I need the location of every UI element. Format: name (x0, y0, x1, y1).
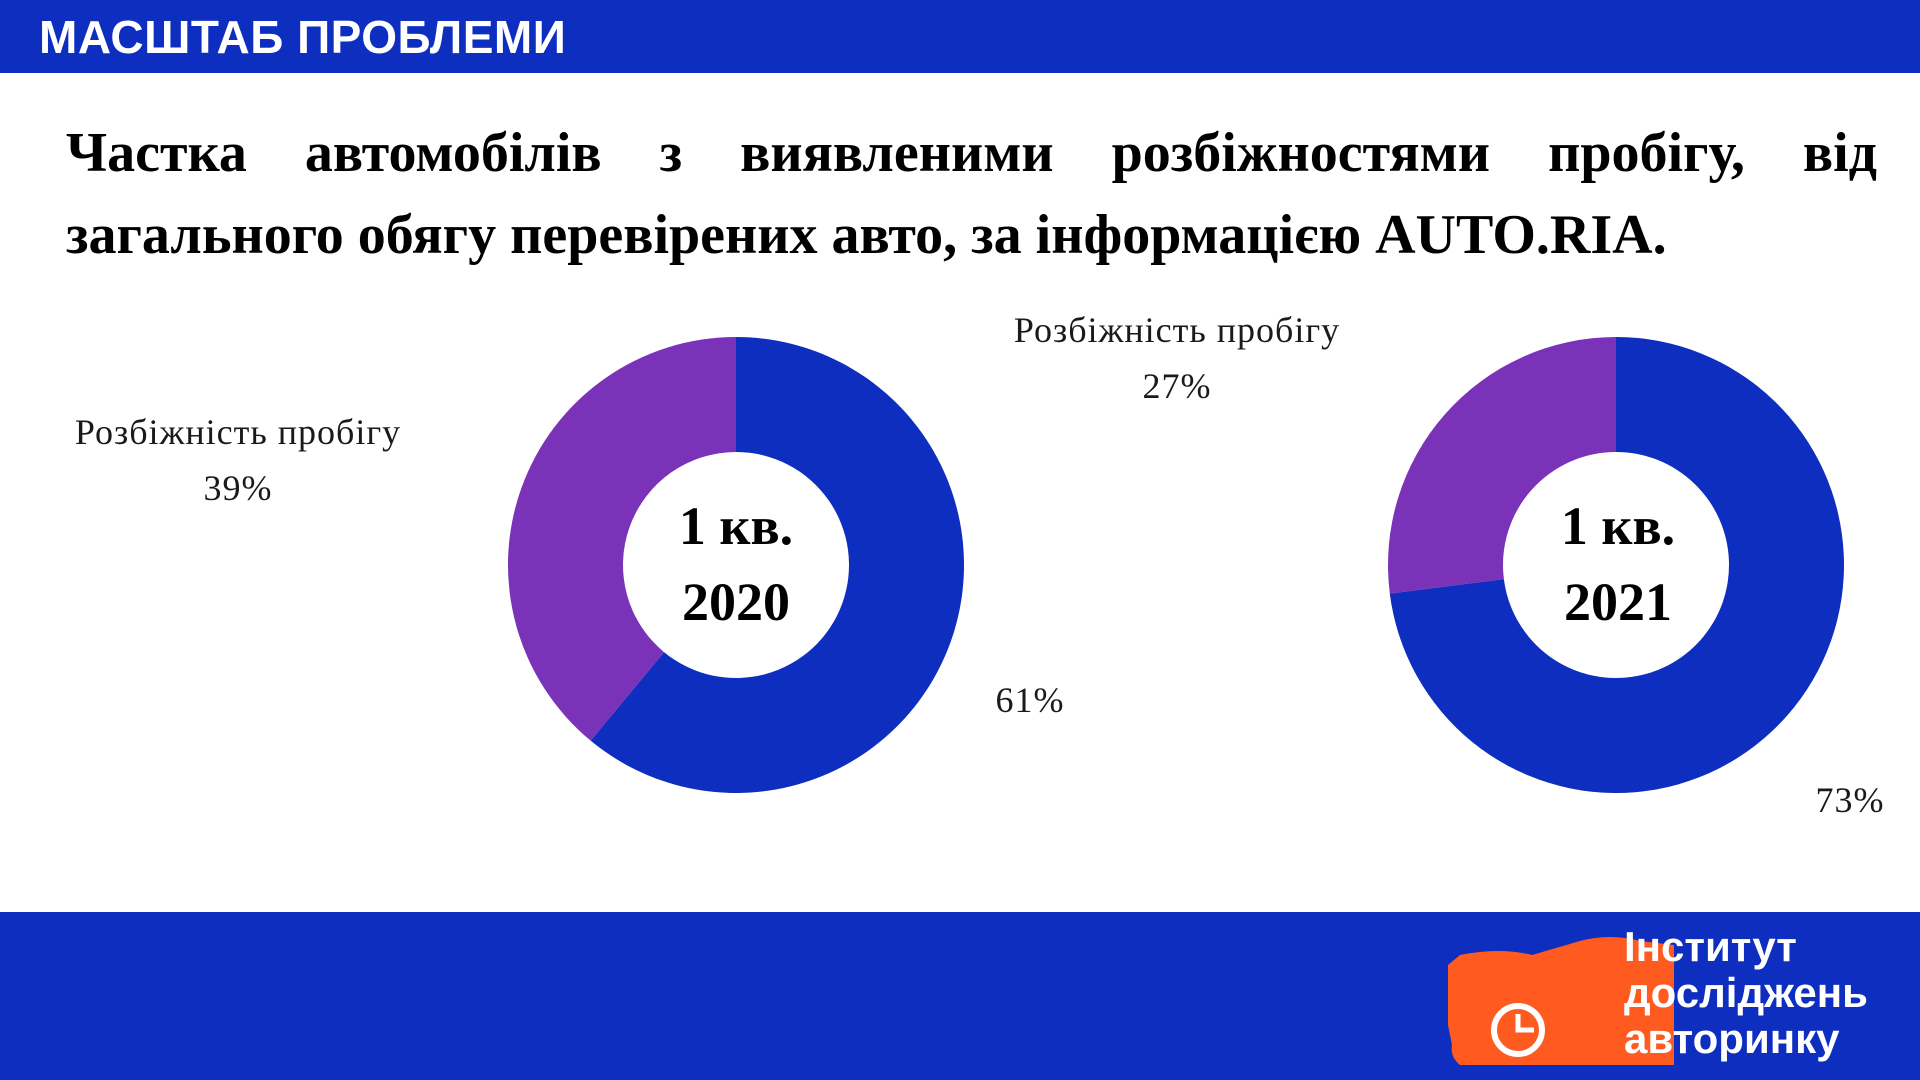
header-band: МАСШТАБ ПРОБЛЕМИ (0, 0, 1920, 73)
slice-label-mileage-value: 27% (1143, 366, 1212, 406)
donut-center-label-year: 2021 (1564, 572, 1672, 632)
logo-line-1: Інститут (1624, 923, 1797, 970)
donut-slice-mileage-2021 (1388, 337, 1616, 594)
donut-slice-other-2020 (590, 337, 964, 793)
slice-label-mileage-name: Розбіжність пробігу (1014, 310, 1340, 350)
section-title: МАСШТАБ ПРОБЛЕМИ (39, 11, 567, 63)
donut-slice-other-2021 (1389, 337, 1844, 794)
donut-chart-2021: 1 кв. 2021 Розбіжність пробігу 27% 73% (1014, 310, 1885, 820)
pie-chart-icon (1491, 1003, 1545, 1057)
chart-title: Частка автомобілів з виявленими розбіжно… (66, 122, 1877, 266)
institute-name: Інститут досліджень авторинку (1624, 924, 1868, 1062)
donut-center-label-quarter: 1 кв. (1561, 496, 1675, 556)
slice-label-other-value: 61% (996, 680, 1065, 720)
slice-label-other-value: 73% (1816, 780, 1885, 820)
slice-label-mileage-name: Розбіжність пробігу (75, 412, 401, 452)
donut-center-label-year: 2020 (682, 572, 790, 632)
donut-center-label-quarter: 1 кв. (679, 496, 793, 556)
donut-chart-2020: 1 кв. 2020 Розбіжність пробігу 39% 61% (75, 337, 1065, 793)
slice-label-mileage-value: 39% (204, 468, 273, 508)
logo-line-2: досліджень (1624, 969, 1868, 1016)
donut-slice-mileage-2020 (508, 337, 736, 741)
institute-logo (1448, 937, 1674, 1065)
logo-line-3: авторинку (1624, 1015, 1840, 1062)
